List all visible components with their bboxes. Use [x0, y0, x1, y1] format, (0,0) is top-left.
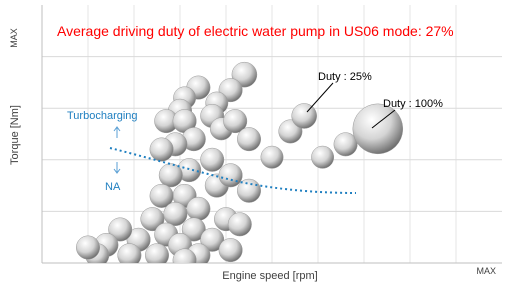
bubble — [200, 148, 223, 171]
bubble — [261, 146, 283, 168]
bubble — [292, 103, 317, 128]
bubble — [164, 202, 187, 225]
bubble — [173, 249, 196, 272]
x-tick-label: MAX — [476, 266, 496, 276]
bubble — [311, 146, 333, 168]
bubble — [353, 104, 403, 154]
y-tick-label: MAX — [9, 28, 19, 48]
bubble — [237, 127, 260, 150]
annotation: Duty : 100% — [383, 98, 443, 110]
bubble — [219, 238, 242, 261]
bubble — [228, 213, 251, 236]
annotation: NA — [105, 181, 121, 193]
x-axis-label: Engine speed [rpm] — [222, 270, 317, 282]
bubble — [76, 236, 99, 259]
y-axis-label: Torque [Nm] — [9, 105, 21, 165]
bubble — [219, 164, 242, 187]
chart: Average driving duty of electric water p… — [0, 0, 506, 285]
annotation: Duty : 25% — [318, 71, 372, 83]
annotation: Turbocharging — [67, 110, 138, 122]
leader-line — [307, 83, 333, 112]
page: {"chart_data": { "type": "bubble", "titl… — [0, 0, 506, 285]
bubble — [187, 197, 210, 220]
chart-title: Average driving duty of electric water p… — [57, 23, 454, 39]
bubble — [150, 138, 173, 161]
bubbles — [76, 62, 403, 272]
